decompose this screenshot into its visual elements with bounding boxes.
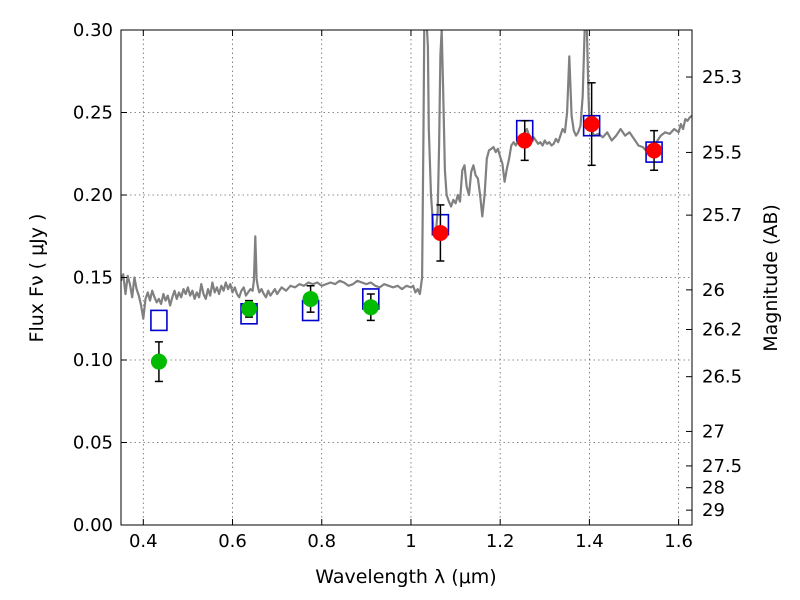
y-tick-label: 0.00 — [73, 515, 113, 536]
observation-point — [241, 300, 258, 317]
observation-point — [302, 290, 319, 307]
observation-point — [516, 132, 533, 149]
right-tick-label: 28 — [702, 478, 725, 499]
right-tick-label: 26.5 — [702, 367, 742, 388]
y-axis-ticks: 0.00 0.05 0.10 0.15 0.20 0.25 0.30 — [73, 20, 127, 536]
right-tick-label: 25.3 — [702, 67, 742, 88]
right-tick-label: 25.5 — [702, 142, 742, 163]
y-tick-label: 0.05 — [73, 433, 113, 454]
y-axis-label: Flux Fν ( μJy ) — [26, 214, 48, 343]
y-tick-label: 0.30 — [73, 20, 113, 41]
right-tick-label: 27.5 — [702, 456, 742, 477]
x-tick-label: 1.4 — [575, 531, 604, 552]
right-tick-label: 29 — [702, 500, 725, 521]
right-tick-label: 25.7 — [702, 205, 742, 226]
y-tick-label: 0.10 — [73, 350, 113, 371]
x-axis-label: Wavelength λ (μm) — [315, 566, 496, 588]
model-marker — [150, 309, 168, 332]
x-tick-label: 1 — [405, 531, 416, 552]
right-tick-label: 26 — [702, 280, 725, 301]
x-tick-label: 0.6 — [218, 531, 247, 552]
right-axis-label: Magnitude (AB) — [760, 204, 782, 352]
y-tick-label: 0.25 — [73, 103, 113, 124]
x-axis-ticks: 0.4 0.6 0.8 1 1.2 1.4 1.6 — [129, 30, 693, 552]
y-tick-label: 0.20 — [73, 185, 113, 206]
model-markers — [150, 114, 663, 332]
right-tick-label: 27 — [702, 421, 725, 442]
observation-point — [583, 116, 600, 133]
x-tick-label: 1.6 — [664, 531, 693, 552]
y-tick-label: 0.15 — [73, 268, 113, 289]
observation-point — [432, 224, 449, 241]
x-tick-label: 0.8 — [307, 531, 336, 552]
observation-markers — [150, 82, 663, 383]
observation-point — [150, 353, 167, 370]
spectrum-line — [121, 30, 692, 320]
observation-point — [362, 299, 379, 316]
x-tick-label: 0.4 — [129, 531, 158, 552]
right-tick-label: 26.2 — [702, 319, 742, 340]
observation-point — [646, 142, 663, 159]
x-tick-label: 1.2 — [486, 531, 515, 552]
grid-lines — [121, 29, 692, 526]
